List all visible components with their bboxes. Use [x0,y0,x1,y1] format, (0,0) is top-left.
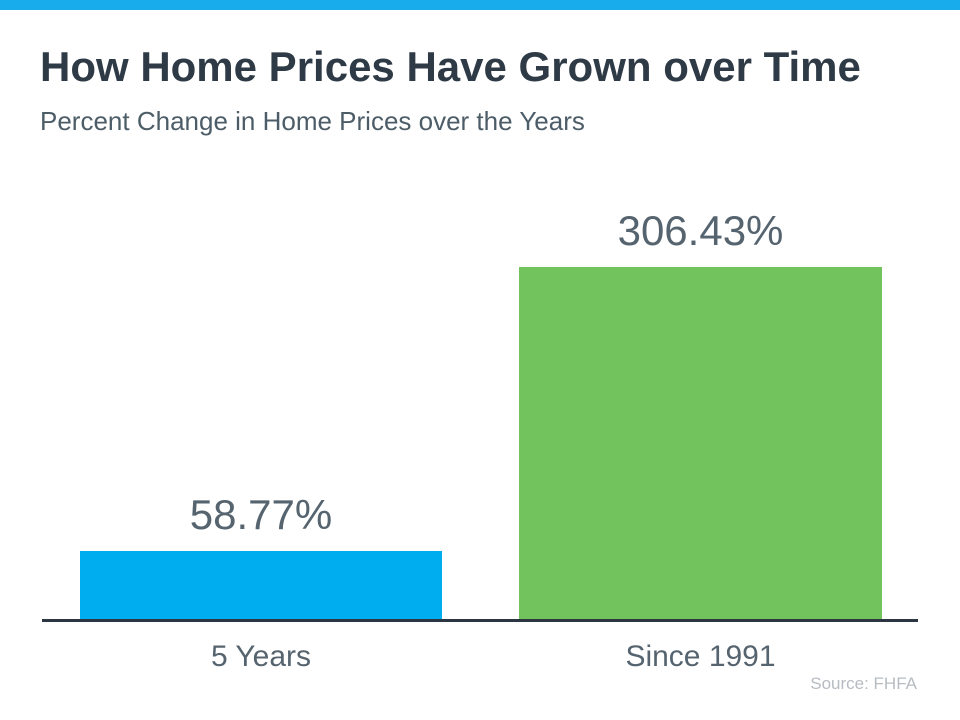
value-label-since-1991: 306.43% [617,207,784,254]
top-accent-bar [0,0,960,10]
bar-5-years [80,551,442,619]
category-label-5-years: 5 Years [210,640,312,673]
value-label-5-years: 58.77% [189,491,333,538]
chart-subtitle: Percent Change in Home Prices over the Y… [40,106,585,137]
chart-header: How Home Prices Have Grown over Time Per… [40,43,861,137]
bar-since-1991 [519,267,882,619]
x-axis-line [42,619,918,622]
category-label-since-1991: Since 1991 [625,640,776,673]
source-note: Source: FHFA [810,674,917,693]
chart-title: How Home Prices Have Grown over Time [40,43,861,90]
